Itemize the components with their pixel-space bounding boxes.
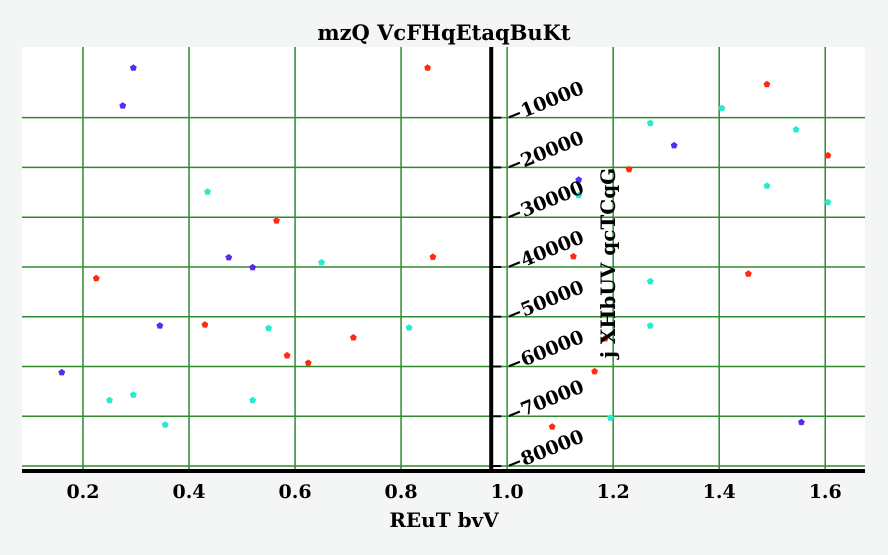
x-tick-label: 1.4 [703,481,736,503]
data-point [424,64,431,71]
x-tick-label: 0.4 [172,481,205,503]
x-tick-label: 1.0 [491,481,524,503]
data-point [718,104,726,112]
data-point [58,368,66,376]
data-point [119,102,127,109]
data-point [792,126,800,133]
x-tick-label: 1.6 [809,481,842,503]
data-point [318,258,325,266]
x-tick-labels: 0.2 0.4 0.6 0.8 1.0 1.2 1.4 1.6 [66,481,841,503]
data-point [92,274,100,282]
data-points [58,64,832,430]
data-point [249,396,257,404]
data-point [798,418,805,426]
data-point [824,151,832,159]
data-point [601,335,609,342]
data-point [349,334,357,341]
data-point [204,188,211,195]
data-point [763,182,771,189]
data-point [744,270,752,277]
data-point [156,322,164,329]
data-point [607,414,614,421]
data-point [575,176,583,183]
chart-title: mzQ VcFHqEtaqBuKt [317,20,571,45]
x-tick-label: 0.6 [279,481,312,503]
data-point [824,198,832,206]
axes [22,47,865,473]
x-tick-label: 0.2 [66,481,99,503]
plot-area [22,47,865,471]
data-point [625,165,633,173]
data-point [273,217,280,224]
data-point [283,351,291,359]
data-point [575,191,583,199]
data-point [429,253,437,260]
data-point [106,396,113,404]
data-point [670,141,678,149]
data-point [304,359,312,366]
data-point [225,253,233,261]
data-point [129,64,137,71]
data-point [646,119,654,127]
data-point [249,263,257,271]
x-tick-label: 1.2 [597,481,630,503]
data-point [265,324,272,332]
data-point [405,324,413,331]
data-point [201,321,209,328]
data-point [646,277,654,285]
data-point [570,252,577,260]
data-point [161,421,169,428]
data-point [591,367,598,375]
x-axis-label: REuT bvV [389,508,499,532]
data-point [129,391,137,398]
x-tick-label: 0.8 [385,481,418,503]
grid-lines [22,47,865,471]
data-point [646,322,654,329]
data-point [763,80,771,88]
data-point [548,423,556,430]
y-axis-label: j XHbUV qcTCqG [596,168,620,361]
